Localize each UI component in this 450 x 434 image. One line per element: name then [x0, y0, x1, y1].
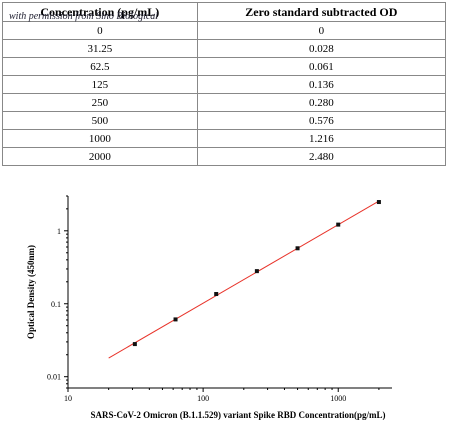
table-row: 1000 1.216 [2, 129, 447, 148]
cell-od: 0.028 [196, 39, 447, 58]
cell-od: 0.576 [196, 111, 447, 130]
data-point-marker [376, 200, 381, 205]
cell-od: 1.216 [196, 129, 447, 148]
cell-od: 0.280 [196, 93, 447, 112]
column-header-od: Zero standard subtracted OD [196, 2, 447, 22]
standard-curve-chart: 10 100 1000 0.01 0.1 1 SARS-CoV-2 Omicron (B.… [26, 195, 392, 420]
cell-od: 0 [196, 21, 447, 40]
table-row: 62.5 0.061 [2, 57, 447, 76]
data-point-marker [295, 246, 300, 251]
x-tick-label: 100 [197, 394, 209, 403]
data-point-marker [132, 342, 137, 347]
data-point-marker [336, 222, 341, 227]
column-header-concentration: Concentration (pg/mL) with permission fr… [2, 2, 198, 22]
x-axis-title: SARS-CoV-2 Omicron (B.1.1.529) variant S… [91, 410, 386, 420]
cell-concentration: 1000 [2, 129, 198, 148]
y-tick-label: 0.1 [51, 300, 61, 309]
table-row: 500 0.576 [2, 111, 447, 130]
cell-concentration: 62.5 [2, 57, 198, 76]
cell-concentration: 125 [2, 75, 198, 94]
cell-concentration: 250 [2, 93, 198, 112]
y-axis-title: Optical Density (450nm) [26, 245, 36, 339]
table-header-row: Concentration (pg/mL) with permission fr… [2, 2, 447, 22]
table-row: 125 0.136 [2, 75, 447, 94]
cell-concentration: 0 [2, 21, 198, 40]
table-row: 250 0.280 [2, 93, 447, 112]
y-tick-label: 0.01 [47, 373, 61, 382]
x-tick-label: 1000 [330, 394, 346, 403]
cell-concentration: 31.25 [2, 39, 198, 58]
table-row: 31.25 0.028 [2, 39, 447, 58]
cell-od: 0.061 [196, 57, 447, 76]
x-tick-label: 10 [64, 394, 72, 403]
cell-od: 0.136 [196, 75, 447, 94]
data-point-marker [214, 292, 219, 297]
data-point-marker [254, 269, 259, 274]
cell-concentration: 2000 [2, 147, 198, 166]
cell-concentration: 500 [2, 111, 198, 130]
y-tick-label: 1 [57, 227, 61, 236]
standard-curve-table: Concentration (pg/mL) with permission fr… [2, 2, 447, 166]
table-row: 2000 2.480 [2, 147, 447, 166]
cell-od: 2.480 [196, 147, 447, 166]
fit-line [108, 200, 380, 359]
data-point-marker [173, 317, 178, 322]
